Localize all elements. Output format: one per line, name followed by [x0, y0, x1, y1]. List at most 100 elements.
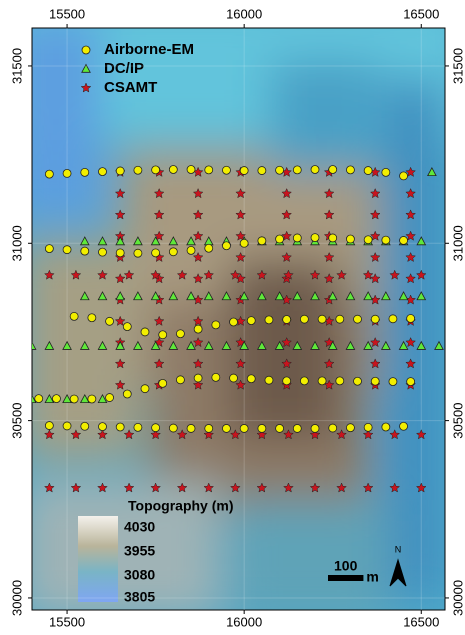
- em-point: [98, 168, 106, 176]
- em-point: [276, 424, 284, 432]
- em-point: [116, 167, 124, 175]
- em-point: [176, 376, 184, 384]
- colorbar: [78, 516, 118, 602]
- em-point: [311, 424, 319, 432]
- em-point: [169, 424, 177, 432]
- em-point: [35, 395, 43, 403]
- y-tick-label: 31500: [9, 48, 24, 84]
- legend-label: DC/IP: [104, 60, 144, 77]
- north-label: N: [395, 544, 402, 554]
- em-point: [187, 166, 195, 174]
- em-point: [212, 321, 220, 329]
- em-point: [258, 237, 266, 245]
- em-point: [222, 242, 230, 250]
- em-point: [311, 166, 319, 174]
- em-point: [293, 234, 301, 242]
- em-point: [81, 422, 89, 430]
- em-point: [354, 315, 362, 323]
- em-point: [258, 424, 266, 432]
- em-point: [88, 314, 96, 322]
- em-point: [382, 423, 390, 431]
- em-point: [258, 167, 266, 175]
- em-point: [400, 422, 408, 430]
- em-point: [212, 373, 220, 381]
- em-point: [45, 170, 53, 178]
- x-tick-label: 16500: [403, 6, 439, 21]
- em-point: [82, 46, 90, 54]
- em-point: [134, 249, 142, 257]
- em-point: [52, 395, 60, 403]
- em-point: [240, 239, 248, 247]
- em-point: [247, 375, 255, 383]
- em-point: [45, 422, 53, 430]
- em-point: [300, 377, 308, 385]
- em-point: [141, 328, 149, 336]
- em-point: [88, 395, 96, 403]
- em-point: [134, 166, 142, 174]
- y-tick-label: 30500: [9, 403, 24, 439]
- em-point: [336, 315, 344, 323]
- em-point: [346, 235, 354, 243]
- em-point: [400, 172, 408, 180]
- em-point: [400, 236, 408, 244]
- x-tick-label: 16500: [403, 614, 439, 629]
- em-point: [106, 394, 114, 402]
- em-point: [318, 315, 326, 323]
- em-point: [346, 424, 354, 432]
- em-point: [152, 424, 160, 432]
- em-point: [230, 374, 238, 382]
- x-tick-label: 16000: [226, 614, 262, 629]
- y-tick-label: 30000: [450, 580, 465, 616]
- em-point: [364, 423, 372, 431]
- em-point: [318, 377, 326, 385]
- y-tick-label: 31000: [9, 225, 24, 261]
- em-point: [247, 317, 255, 325]
- em-point: [70, 395, 78, 403]
- em-point: [371, 377, 379, 385]
- em-point: [240, 167, 248, 175]
- em-point: [187, 424, 195, 432]
- em-point: [265, 376, 273, 384]
- em-point: [283, 377, 291, 385]
- em-point: [123, 323, 131, 331]
- colorbar-label: 3955: [124, 543, 155, 559]
- em-point: [176, 330, 184, 338]
- em-point: [382, 236, 390, 244]
- em-point: [194, 325, 202, 333]
- em-point: [106, 317, 114, 325]
- colorbar-title: Topography (m): [128, 498, 234, 514]
- em-point: [336, 377, 344, 385]
- x-tick-label: 16000: [226, 6, 262, 21]
- em-point: [152, 249, 160, 257]
- em-point: [205, 166, 213, 174]
- em-point: [382, 168, 390, 176]
- em-point: [276, 166, 284, 174]
- em-point: [230, 318, 238, 326]
- y-tick-label: 31000: [450, 225, 465, 261]
- em-point: [70, 312, 78, 320]
- em-point: [300, 315, 308, 323]
- colorbar-label: 3080: [124, 567, 155, 583]
- em-point: [240, 424, 248, 432]
- colorbar-label: 4030: [124, 519, 155, 535]
- em-point: [329, 424, 337, 432]
- y-tick-label: 31500: [450, 48, 465, 84]
- em-point: [169, 248, 177, 256]
- em-point: [364, 236, 372, 244]
- terrain: [0, 0, 465, 620]
- em-point: [346, 166, 354, 174]
- em-point: [152, 166, 160, 174]
- x-tick-label: 15500: [49, 614, 85, 629]
- em-point: [205, 424, 213, 432]
- em-point: [293, 424, 301, 432]
- map: Airborne-EM DC/IP CSAMT Topography (m) 4…: [0, 0, 465, 630]
- em-point: [98, 423, 106, 431]
- em-point: [159, 379, 167, 387]
- em-point: [407, 314, 415, 322]
- y-tick-label: 30000: [9, 580, 24, 616]
- page: {"chart_data": {"type": "scatter", "xlim…: [0, 0, 465, 630]
- em-point: [222, 424, 230, 432]
- em-point: [222, 166, 230, 174]
- em-point: [169, 166, 177, 174]
- em-point: [311, 234, 319, 242]
